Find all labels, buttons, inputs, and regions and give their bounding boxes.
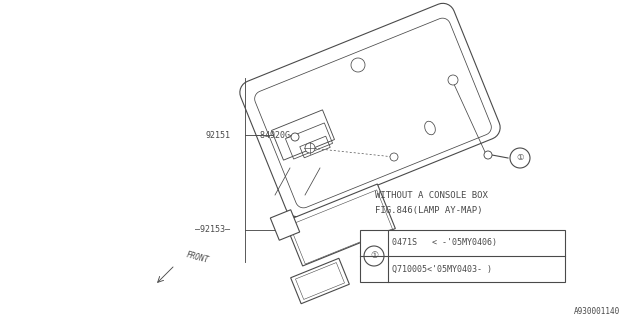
- Text: —84920G—: —84920G—: [255, 131, 295, 140]
- Text: 0471S   < -'05MY0406): 0471S < -'05MY0406): [392, 238, 497, 247]
- Text: WITHOUT A CONSOLE BOX: WITHOUT A CONSOLE BOX: [375, 190, 488, 199]
- Text: FIG.846(LAMP AY-MAP): FIG.846(LAMP AY-MAP): [375, 205, 483, 214]
- Polygon shape: [271, 110, 335, 160]
- Circle shape: [390, 153, 398, 161]
- Circle shape: [364, 246, 384, 266]
- Text: —92153—: —92153—: [195, 226, 230, 235]
- Text: FRONT: FRONT: [185, 251, 210, 265]
- Text: ①: ①: [516, 154, 524, 163]
- Polygon shape: [270, 210, 300, 240]
- Polygon shape: [240, 3, 500, 217]
- Text: 92151: 92151: [205, 131, 230, 140]
- Text: Q710005<'05MY0403- ): Q710005<'05MY0403- ): [392, 265, 492, 274]
- Circle shape: [351, 58, 365, 72]
- Circle shape: [291, 133, 299, 141]
- Circle shape: [305, 143, 315, 153]
- Bar: [360, 230, 565, 282]
- Ellipse shape: [425, 121, 435, 135]
- Circle shape: [484, 151, 492, 159]
- Circle shape: [510, 148, 530, 168]
- Text: ①: ①: [370, 252, 378, 260]
- Polygon shape: [285, 184, 396, 266]
- Text: A930001140: A930001140: [573, 308, 620, 316]
- Polygon shape: [291, 258, 349, 304]
- Circle shape: [448, 75, 458, 85]
